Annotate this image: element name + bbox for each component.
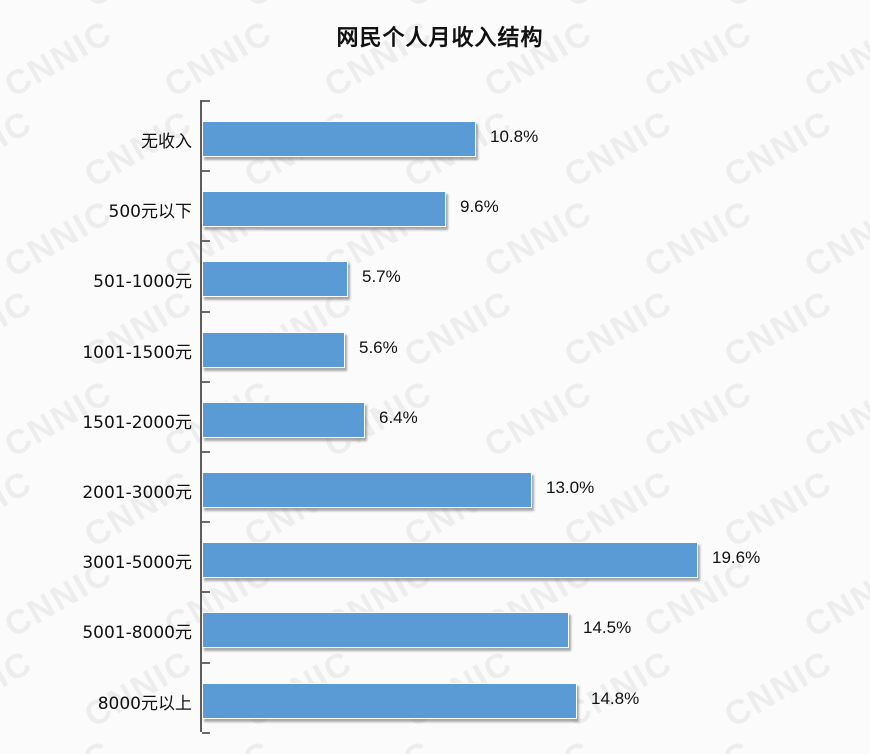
value-label: 9.6% bbox=[460, 197, 499, 216]
bar-row: 无收入 10.8% bbox=[0, 119, 870, 159]
category-label: 无收入 bbox=[141, 132, 192, 152]
axis-tick bbox=[202, 100, 210, 102]
bar-row: 500元以下 9.6% bbox=[0, 189, 870, 229]
bar-row: 1001-1500元 5.6% bbox=[0, 330, 870, 370]
bar-row: 2001-3000元 13.0% bbox=[0, 470, 870, 510]
category-label: 5001-8000元 bbox=[82, 623, 192, 643]
axis-tick bbox=[202, 451, 210, 453]
value-label: 5.6% bbox=[359, 338, 398, 357]
category-label: 1501-2000元 bbox=[82, 413, 192, 433]
category-label: 3001-5000元 bbox=[82, 553, 192, 573]
value-label: 6.4% bbox=[379, 408, 418, 427]
axis-tick bbox=[202, 170, 210, 172]
value-label: 10.8% bbox=[490, 127, 539, 146]
value-label: 19.6% bbox=[712, 548, 761, 567]
bar bbox=[202, 612, 569, 648]
axis-tick bbox=[202, 240, 210, 242]
category-label: 2001-3000元 bbox=[82, 483, 192, 503]
bar bbox=[202, 191, 446, 227]
bar bbox=[202, 402, 365, 438]
bar-row: 3001-5000元 19.6% bbox=[0, 540, 870, 580]
category-axis bbox=[200, 100, 202, 732]
chart-title: 网民个人月收入结构 bbox=[336, 26, 544, 51]
axis-tick bbox=[202, 591, 210, 593]
bar-row: 5001-8000元 14.5% bbox=[0, 610, 870, 650]
value-label: 14.5% bbox=[583, 618, 632, 637]
bar bbox=[202, 472, 532, 508]
bar bbox=[202, 332, 345, 368]
bar bbox=[202, 261, 348, 297]
bar-row: 501-1000元 5.7% bbox=[0, 259, 870, 299]
value-label: 13.0% bbox=[546, 478, 595, 497]
bar bbox=[202, 683, 577, 719]
bar bbox=[202, 121, 476, 157]
axis-tick bbox=[202, 732, 210, 734]
bar bbox=[202, 542, 698, 578]
axis-tick bbox=[202, 662, 210, 664]
value-label: 5.7% bbox=[362, 267, 401, 286]
bar-row: 1501-2000元 6.4% bbox=[0, 400, 870, 440]
category-label: 500元以下 bbox=[108, 202, 192, 222]
category-label: 501-1000元 bbox=[93, 272, 192, 292]
category-label: 1001-1500元 bbox=[82, 343, 192, 363]
value-label: 14.8% bbox=[591, 689, 640, 708]
bar-row: 8000元以上 14.8% bbox=[0, 681, 870, 721]
category-label: 8000元以上 bbox=[97, 694, 192, 714]
axis-tick bbox=[202, 521, 210, 523]
axis-tick bbox=[202, 311, 210, 313]
axis-tick bbox=[202, 381, 210, 383]
